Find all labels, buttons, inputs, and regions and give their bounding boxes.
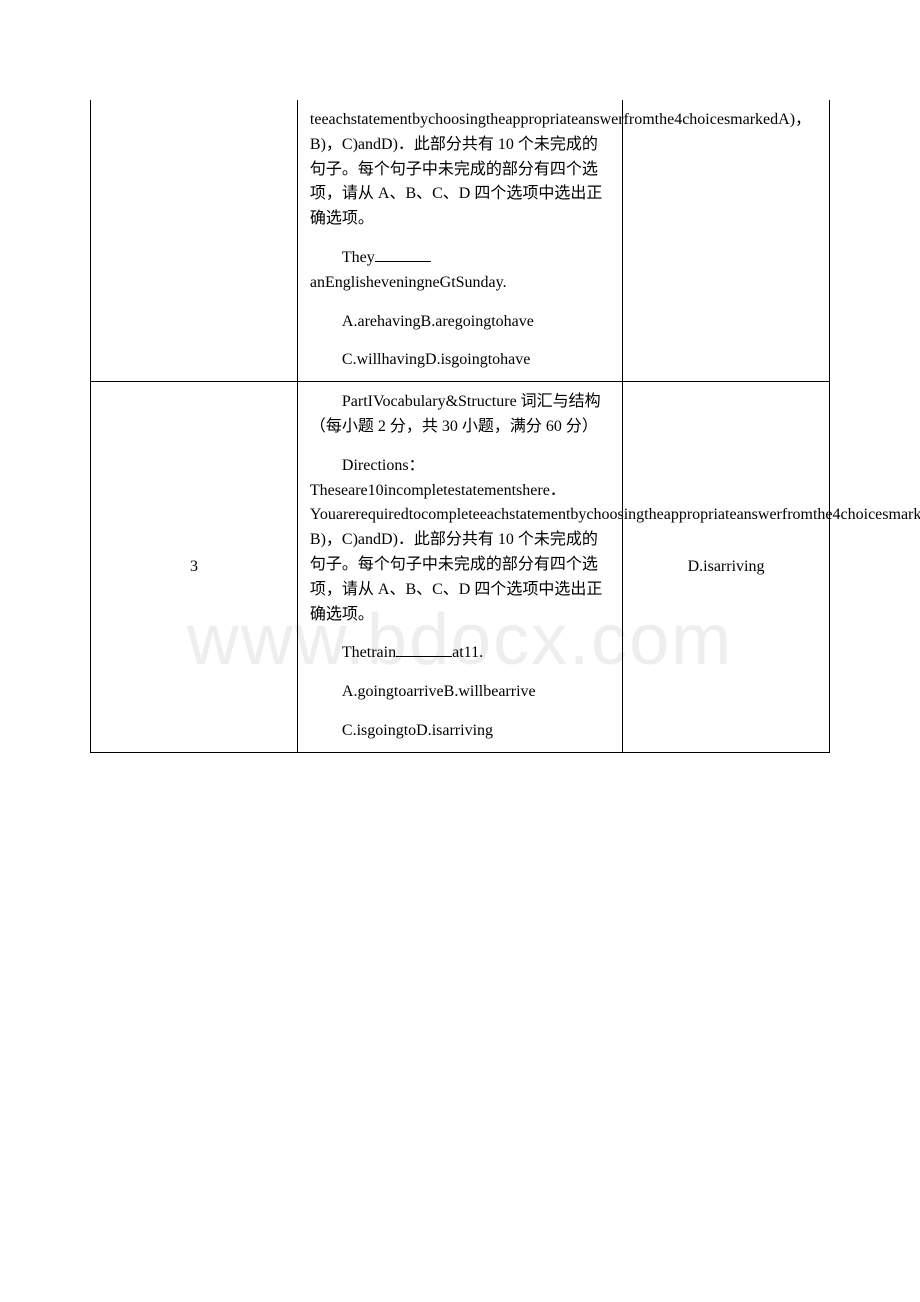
part-heading: PartIVocabulary&Structure 词汇与结构（每小题 2 分，… <box>310 390 610 440</box>
sentence-pre: Thetrain <box>342 644 396 661</box>
blank-line <box>375 246 431 262</box>
question-sentence: They anEnglisheveningneGtSunday. <box>310 246 610 296</box>
options-ab: A.goingtoarriveB.willbearrive <box>310 680 610 705</box>
cell-answer <box>623 100 830 382</box>
cell-content: PartIVocabulary&Structure 词汇与结构（每小题 2 分，… <box>297 382 622 753</box>
table-row: 3 PartIVocabulary&Structure 词汇与结构（每小题 2 … <box>91 382 830 753</box>
cell-content: teeachstatementbychoosingtheappropriatea… <box>297 100 622 382</box>
options-cd: C.willhavingD.isgoingtohave <box>310 348 610 373</box>
question-sentence: Thetrain at11. <box>310 641 610 666</box>
cell-num <box>91 100 298 382</box>
sentence-post: anEnglisheveningneGtSunday. <box>310 274 507 291</box>
directions-text: teeachstatementbychoosingtheappropriatea… <box>310 108 610 232</box>
sentence-pre: They <box>342 249 375 266</box>
directions-text: Directions：Theseare10incompletestatement… <box>310 454 610 628</box>
options-ab: A.arehavingB.aregoingtohave <box>310 310 610 335</box>
cell-num: 3 <box>91 382 298 753</box>
table-row: teeachstatementbychoosingtheappropriatea… <box>91 100 830 382</box>
sentence-post: at11. <box>452 644 483 661</box>
exam-table: teeachstatementbychoosingtheappropriatea… <box>90 100 830 753</box>
options-cd: C.isgoingtoD.isarriving <box>310 719 610 744</box>
cell-answer: D.isarriving <box>623 382 830 753</box>
blank-line <box>396 641 452 657</box>
document-page: teeachstatementbychoosingtheappropriatea… <box>0 0 920 813</box>
